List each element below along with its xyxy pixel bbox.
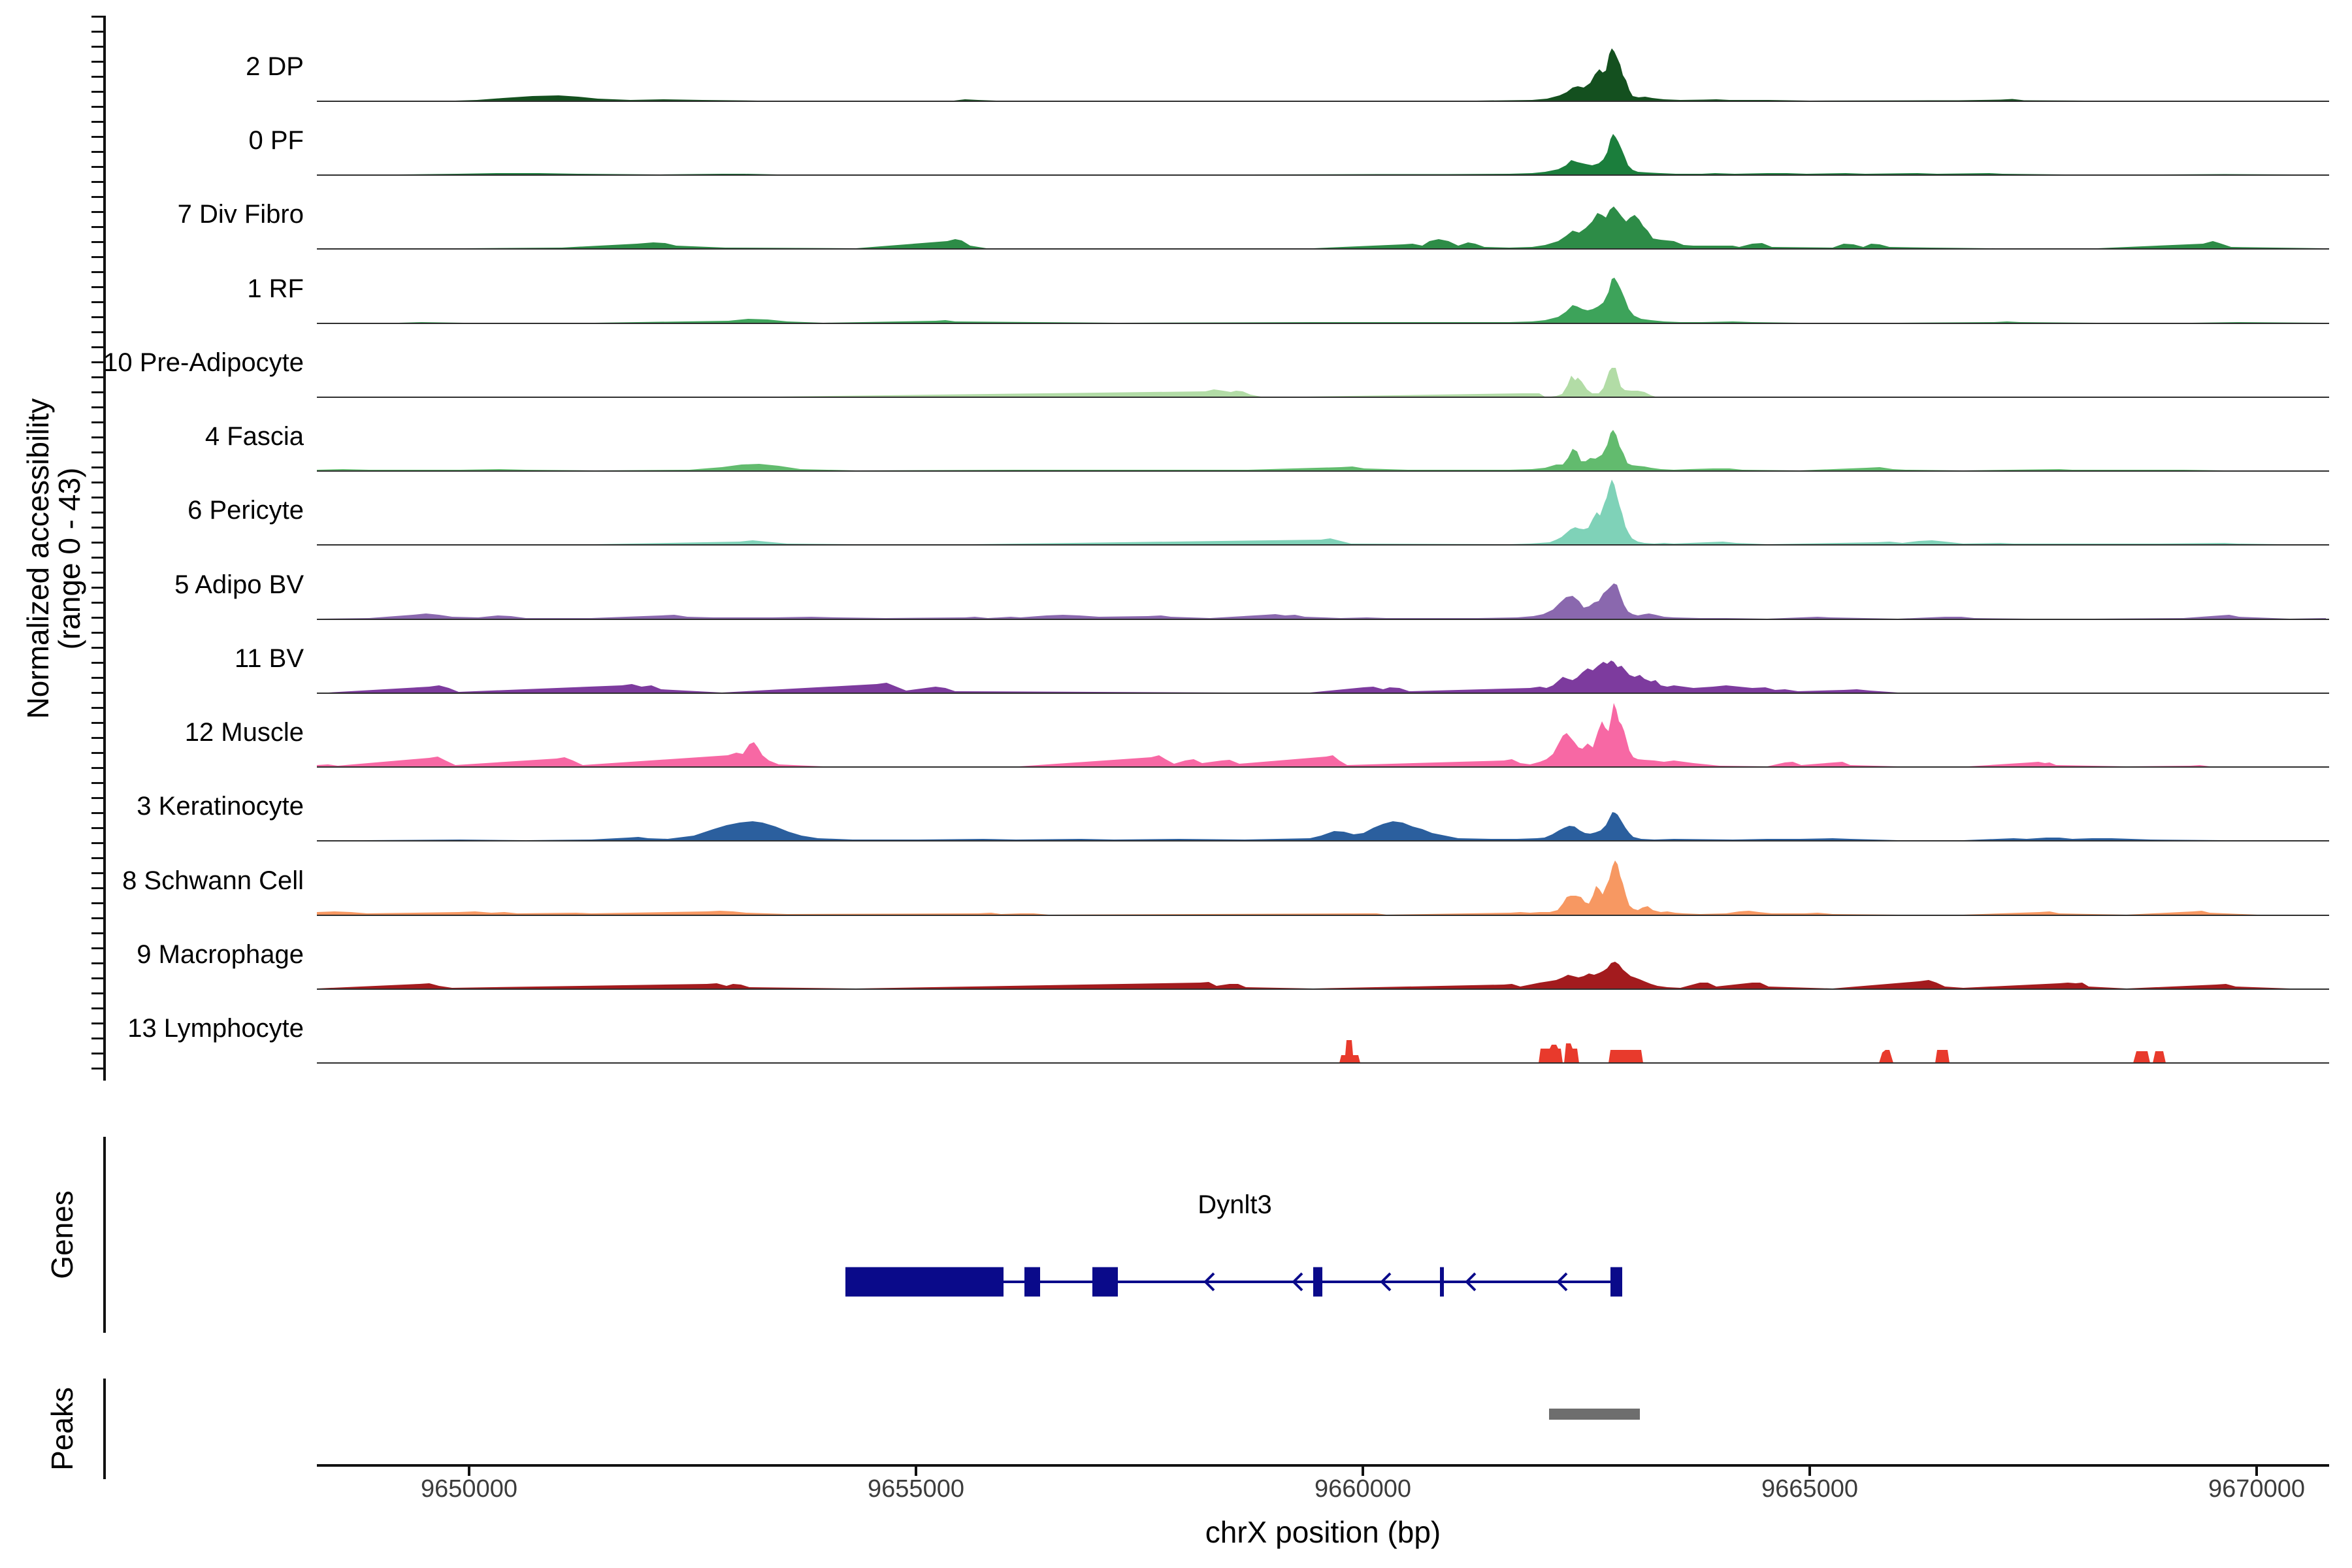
x-axis-tick-label: 9660000: [1315, 1475, 1411, 1503]
track-label: 6 Pericyte: [188, 496, 304, 525]
gene-exon: [1313, 1267, 1322, 1297]
track-label: 9 Macrophage: [137, 940, 304, 969]
track-label: 0 PF: [248, 126, 304, 155]
track-label: 10 Pre-Adipocyte: [103, 348, 304, 377]
track-signal: [317, 134, 2326, 175]
gene-exon: [1024, 1267, 1040, 1297]
track-signal: [317, 480, 2326, 545]
track-signal: [317, 703, 2326, 767]
gene-strand-arrow-left: [1203, 1272, 1215, 1292]
track-label: 2 DP: [246, 52, 304, 81]
track-signal: [317, 278, 2326, 323]
x-axis-tick-label: 9650000: [421, 1475, 517, 1503]
track-signal: [317, 1040, 2326, 1063]
gene-exon: [845, 1267, 1004, 1297]
gene-exon: [1092, 1267, 1118, 1297]
gene-strand-arrow-left: [1380, 1272, 1392, 1292]
track-signal: [317, 860, 2326, 915]
track-label: 3 Keratinocyte: [137, 792, 304, 821]
track-label: 7 Div Fibro: [177, 200, 304, 229]
track-signal: [317, 962, 2326, 989]
peaks-section-bracket: [103, 1379, 106, 1479]
track-signal: [317, 583, 2326, 619]
track-label: 5 Adipo BV: [174, 570, 304, 599]
track-label: 4 Fascia: [204, 422, 304, 451]
track-signal: [317, 48, 2326, 101]
y-axis-ruler-line: [103, 16, 106, 1081]
track-label: 8 Schwann Cell: [122, 866, 304, 895]
track-signal: [317, 430, 2326, 471]
gene-strand-arrow-left: [1292, 1272, 1303, 1292]
gene-exon: [1610, 1267, 1622, 1297]
track-label: 11 BV: [235, 644, 304, 673]
gene-strand-arrow-left: [1465, 1272, 1477, 1292]
x-axis-tick-label: 9670000: [2208, 1475, 2305, 1503]
track-signal: [317, 812, 2326, 841]
track-signal: [317, 368, 2326, 397]
x-axis-tick-label: 9665000: [1761, 1475, 1858, 1503]
gene-strand-arrow-left: [1556, 1272, 1568, 1292]
gene-name-label: Dynlt3: [1198, 1190, 1272, 1219]
track-label: 12 Muscle: [184, 718, 304, 747]
track-signal: [317, 661, 2326, 693]
track-label: 13 Lymphocyte: [127, 1014, 304, 1043]
peak-region-bar: [1549, 1409, 1640, 1420]
x-axis-title: chrX position (bp): [1205, 1515, 1441, 1549]
x-axis-tick-label: 9655000: [868, 1475, 964, 1503]
track-signal: [317, 206, 2326, 249]
genes-section-bracket: [103, 1137, 106, 1333]
track-label: 1 RF: [247, 274, 304, 303]
y-axis-ruler-ticks: [91, 16, 104, 1081]
gene-exon: [1440, 1267, 1444, 1297]
